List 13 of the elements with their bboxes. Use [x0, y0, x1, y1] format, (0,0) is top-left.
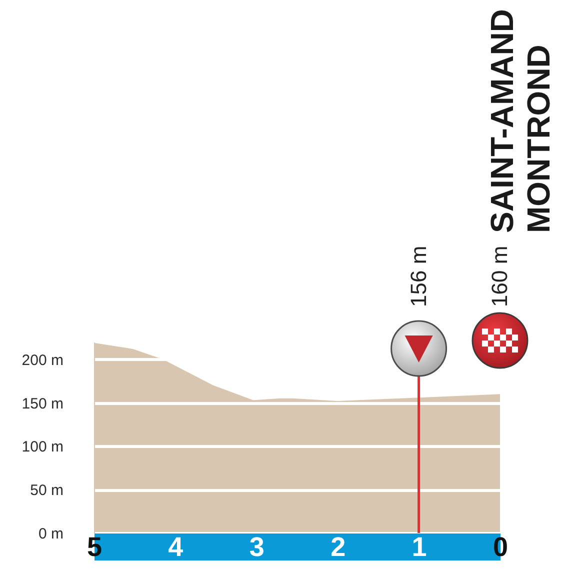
y-tick-label: 200 m	[22, 352, 64, 369]
x-tick-label: 1	[412, 532, 427, 562]
x-tick-label: 0	[492, 532, 508, 562]
ref-line-label: 156 m	[406, 246, 431, 307]
x-tick-label: 4	[168, 532, 184, 562]
chart-title: SAINT-AMAND MONTROND	[484, 9, 556, 233]
text: 160 m	[487, 246, 512, 307]
y-tick-label: 50 m	[30, 482, 64, 500]
y-tick-label: 0 m	[38, 526, 64, 542]
y-tick-label: 150 m	[22, 395, 64, 412]
x-tick-label: 2	[330, 532, 346, 562]
x-tick-label: 3	[249, 532, 264, 562]
y-tick-label: 100 m	[22, 438, 64, 456]
